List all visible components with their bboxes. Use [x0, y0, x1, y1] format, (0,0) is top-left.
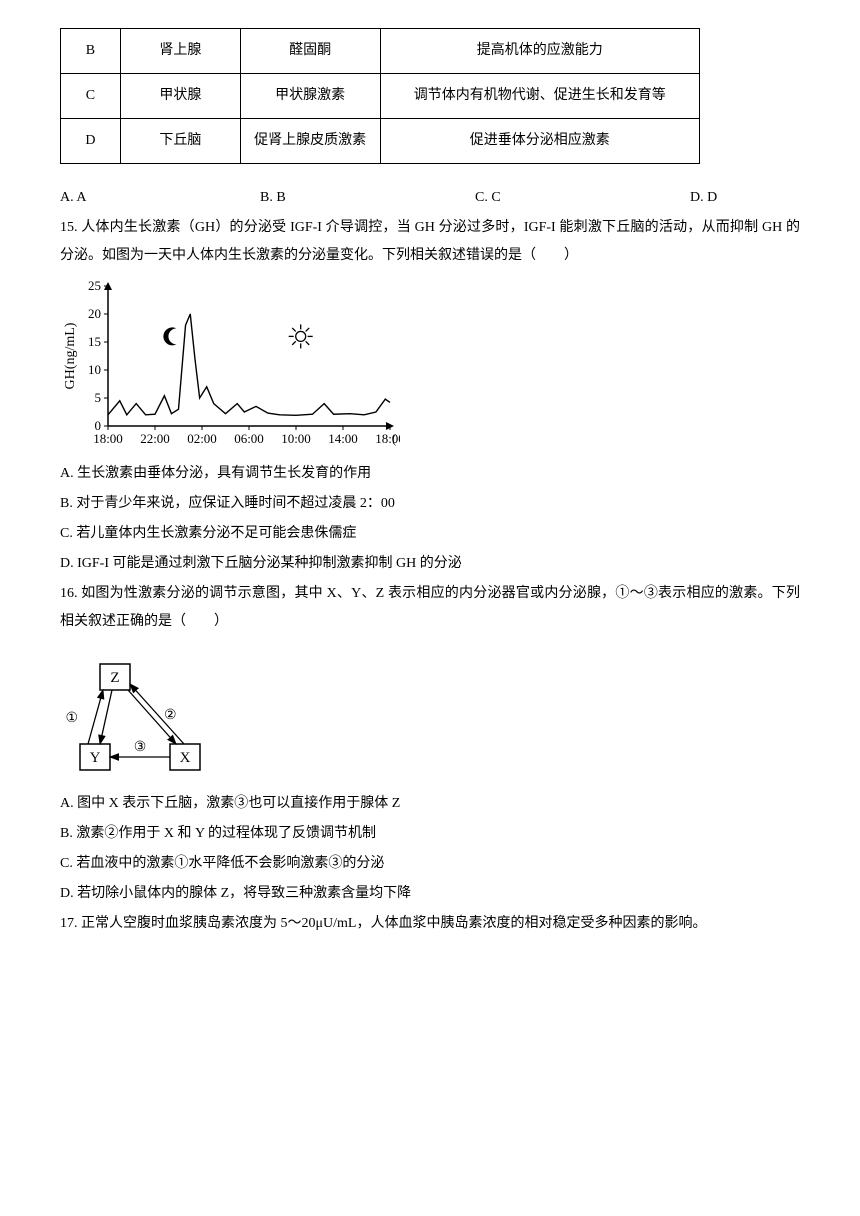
q16-option-b: B. 激素②作用于 X 和 Y 的过程体现了反馈调节机制	[60, 820, 800, 848]
svg-text:14:00: 14:00	[328, 431, 358, 446]
cell-organ: 甲状腺	[120, 74, 240, 119]
svg-text:25: 25	[88, 278, 101, 293]
hormone-table: B 肾上腺 醛固酮 提高机体的应激能力 C 甲状腺 甲状腺激素 调节体内有机物代…	[60, 28, 700, 164]
table-row: B 肾上腺 醛固酮 提高机体的应激能力	[61, 29, 700, 74]
q16-option-a: A. 图中 X 表示下丘脑，激素③也可以直接作用于腺体 Z	[60, 790, 800, 818]
q14-options: A. A B. B C. C D. D	[60, 184, 800, 212]
svg-text:②: ②	[164, 708, 177, 723]
svg-text:Z: Z	[110, 670, 119, 686]
cell-organ: 下丘脑	[120, 119, 240, 164]
option-b: B. B	[260, 184, 475, 212]
svg-text:③: ③	[134, 740, 147, 755]
svg-text:GH(ng/mL): GH(ng/mL)	[63, 322, 78, 389]
cell-organ: 肾上腺	[120, 29, 240, 74]
q16-option-d: D. 若切除小鼠体内的腺体 Z，将导致三种激素含量均下降	[60, 880, 800, 908]
cell-function: 提高机体的应激能力	[380, 29, 699, 74]
svg-text:X: X	[180, 750, 191, 766]
gh-chart-svg: 051015202518:0022:0002:0006:0010:0014:00…	[60, 276, 400, 456]
q15-option-d: D. IGF-I 可能是通过刺激下丘脑分泌某种抑制激素抑制 GH 的分泌	[60, 550, 800, 578]
svg-text:①: ①	[65, 711, 78, 726]
cell-hormone: 醛固酮	[240, 29, 380, 74]
svg-text:10: 10	[88, 362, 101, 377]
cell-hormone: 促肾上腺皮质激素	[240, 119, 380, 164]
cell-letter: B	[61, 29, 121, 74]
q15-option-a: A. 生长激素由垂体分泌，具有调节生长发育的作用	[60, 460, 800, 488]
option-a: A. A	[60, 184, 260, 212]
cell-function: 调节体内有机物代谢、促进生长和发育等	[380, 74, 699, 119]
q15-option-c: C. 若儿童体内生长激素分泌不足可能会患侏儒症	[60, 520, 800, 548]
svg-text:Y: Y	[90, 750, 101, 766]
svg-text:15: 15	[88, 334, 101, 349]
cell-hormone: 甲状腺激素	[240, 74, 380, 119]
svg-text:10:00: 10:00	[281, 431, 311, 446]
option-d: D. D	[690, 184, 790, 212]
option-c: C. C	[475, 184, 690, 212]
svg-text:02:00: 02:00	[187, 431, 217, 446]
q15-option-b: B. 对于青少年来说，应保证入睡时间不超过凌晨 2：00	[60, 490, 800, 518]
svg-text:22:00: 22:00	[140, 431, 170, 446]
svg-text:( h ): ( h )	[392, 431, 400, 446]
cell-letter: C	[61, 74, 121, 119]
q16-option-c: C. 若血液中的激素①水平降低不会影响激素③的分泌	[60, 850, 800, 878]
table-row: C 甲状腺 甲状腺激素 调节体内有机物代谢、促进生长和发育等	[61, 74, 700, 119]
svg-text:20: 20	[88, 306, 101, 321]
svg-text:06:00: 06:00	[234, 431, 264, 446]
q16-stem: 16. 如图为性激素分泌的调节示意图，其中 X、Y、Z 表示相应的内分泌器官或内…	[60, 580, 800, 636]
svg-text:5: 5	[95, 390, 102, 405]
xyz-diagram-svg: Z Y X ① ② ③	[60, 644, 230, 784]
cell-letter: D	[61, 119, 121, 164]
gh-chart: 051015202518:0022:0002:0006:0010:0014:00…	[60, 276, 800, 456]
cell-function: 促进垂体分泌相应激素	[380, 119, 699, 164]
q17-stem: 17. 正常人空腹时血浆胰岛素浓度为 5～20μU/mL，人体血浆中胰岛素浓度的…	[60, 910, 800, 938]
table-row: D 下丘脑 促肾上腺皮质激素 促进垂体分泌相应激素	[61, 119, 700, 164]
hormone-diagram: Z Y X ① ② ③	[60, 644, 800, 784]
q15-stem: 15. 人体内生长激素（GH）的分泌受 IGF-I 介导调控，当 GH 分泌过多…	[60, 214, 800, 270]
svg-text:18:00: 18:00	[93, 431, 123, 446]
